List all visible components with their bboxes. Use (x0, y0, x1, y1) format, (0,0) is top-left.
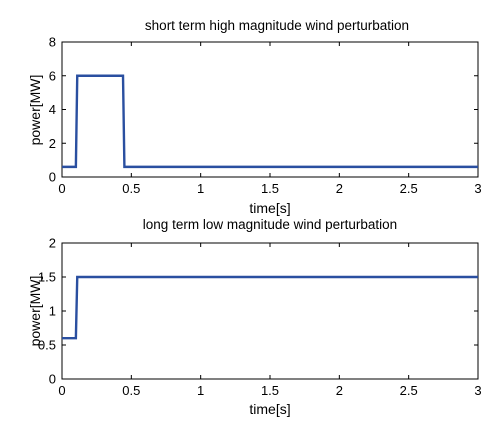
x-tick-label: 2.5 (400, 181, 418, 196)
x-tick-label: 1 (197, 181, 204, 196)
x-tick-label: 0.5 (122, 181, 140, 196)
x-tick-label: 1 (197, 383, 204, 398)
chart-long-term: long term low magnitude wind perturbatio… (27, 217, 482, 417)
x-tick-label: 3 (474, 383, 481, 398)
series-line (62, 74, 478, 169)
x-tick-label: 0 (58, 383, 65, 398)
y-axis-label: power[MW] (27, 75, 43, 146)
x-tick-label: 0 (58, 181, 65, 196)
x-tick-label: 2 (336, 181, 343, 196)
y-tick-label: 0.5 (38, 338, 56, 353)
x-tick-label: 2.5 (400, 383, 418, 398)
x-tick-label: 3 (474, 181, 481, 196)
y-tick-label: 8 (49, 35, 56, 50)
x-tick-label: 1.5 (261, 383, 279, 398)
y-axis-label: power[MW] (27, 276, 43, 347)
y-tick-label: 0 (49, 372, 56, 387)
plot-frame (61, 242, 479, 380)
chart-title: long term low magnitude wind perturbatio… (143, 217, 397, 232)
y-tick-label: 2 (49, 236, 56, 251)
y-tick-label: 4 (49, 102, 56, 117)
chart-marks: 0 0.5 1 1.5 2 2.5 3 0 0.5 1 1.5 2 (38, 236, 482, 399)
x-axis-label: time[s] (249, 401, 290, 417)
y-tick-label: 6 (49, 68, 56, 83)
x-tick-label: 0.5 (122, 383, 140, 398)
x-tick-label: 2 (336, 383, 343, 398)
y-tick-label: 1.5 (38, 270, 56, 285)
chart-short-term: short term high magnitude wind perturbat… (27, 18, 482, 216)
series-line (62, 275, 478, 340)
chart-title: short term high magnitude wind perturbat… (145, 18, 409, 33)
x-tick-label: 1.5 (261, 181, 279, 196)
x-axis-label: time[s] (249, 200, 290, 216)
y-tick-label: 1 (49, 304, 56, 319)
chart-marks: 0 0.5 1 1.5 2 2.5 3 0 2 4 6 8 (49, 35, 482, 197)
y-tick-label: 2 (49, 136, 56, 151)
y-tick-label: 0 (49, 170, 56, 185)
